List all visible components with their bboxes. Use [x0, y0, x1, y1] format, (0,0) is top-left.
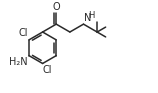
Text: O: O [52, 2, 60, 12]
Text: H₂N: H₂N [9, 57, 28, 67]
Text: Cl: Cl [43, 65, 52, 75]
Text: N: N [84, 13, 91, 23]
Text: Cl: Cl [18, 28, 28, 38]
Text: H: H [88, 11, 95, 20]
